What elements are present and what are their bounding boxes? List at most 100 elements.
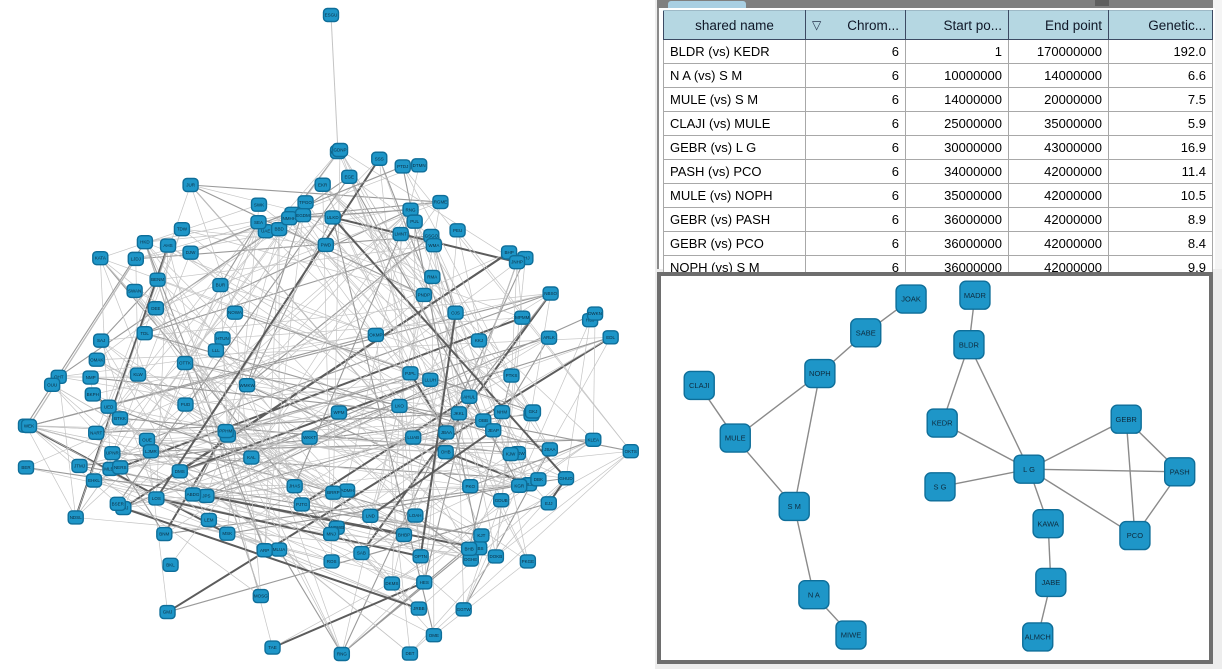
node-shape[interactable]: [149, 272, 166, 287]
edge[interactable]: [164, 293, 551, 535]
node-shape[interactable]: [510, 478, 528, 493]
table-row[interactable]: BLDR (vs) KEDR 6 1 170000000 192.0: [663, 39, 1213, 64]
node-shape[interactable]: [341, 169, 358, 184]
node-shape[interactable]: [406, 214, 423, 229]
edge[interactable]: [278, 549, 343, 655]
node-shape[interactable]: [405, 430, 422, 445]
table-cell[interactable]: 6: [805, 63, 906, 88]
network-node[interactable]: PPHM: [217, 423, 234, 439]
edge[interactable]: [100, 257, 532, 415]
edge[interactable]: [378, 158, 484, 421]
network-node[interactable]: DJW: [182, 245, 199, 260]
node-shape[interactable]: [333, 646, 351, 662]
network-node-KAWA[interactable]: KAWA: [1032, 508, 1064, 539]
network-node[interactable]: DEE: [147, 301, 165, 316]
node-shape[interactable]: [317, 237, 335, 253]
node-shape[interactable]: [184, 487, 202, 502]
network-node[interactable]: LEM: [200, 512, 218, 528]
network-node[interactable]: GDUB: [492, 493, 510, 508]
table-cell[interactable]: 10000000: [905, 63, 1009, 88]
node-shape[interactable]: [85, 473, 103, 488]
edge[interactable]: [184, 362, 447, 433]
node-shape[interactable]: [461, 389, 478, 404]
edge[interactable]: [28, 425, 550, 450]
edge[interactable]: [337, 151, 529, 562]
edge[interactable]: [301, 504, 482, 536]
node-shape[interactable]: [1164, 457, 1196, 487]
edge[interactable]: [208, 519, 435, 636]
network-node[interactable]: OKMP: [367, 327, 385, 343]
table-cell[interactable]: GEBR (vs) PASH: [663, 207, 806, 232]
node-shape[interactable]: [324, 210, 341, 225]
edge[interactable]: [119, 418, 411, 654]
node-shape[interactable]: [540, 496, 557, 511]
network-node[interactable]: UPNR: [104, 445, 121, 461]
node-shape[interactable]: [425, 237, 443, 253]
node-shape[interactable]: [485, 423, 502, 438]
network-node[interactable]: BTKK: [111, 411, 129, 426]
node-shape[interactable]: [226, 305, 244, 320]
node-shape[interactable]: [850, 318, 882, 348]
node-shape[interactable]: [147, 301, 165, 316]
edge[interactable]: [206, 411, 503, 497]
node-shape[interactable]: [250, 215, 267, 230]
edge[interactable]: [305, 202, 484, 421]
edge[interactable]: [431, 235, 480, 341]
node-shape[interactable]: [585, 432, 602, 448]
network-node-MADR[interactable]: MADR: [959, 280, 991, 310]
network-node[interactable]: NHM: [493, 404, 511, 420]
network-node[interactable]: DOKB: [487, 549, 505, 564]
node-shape[interactable]: [159, 238, 177, 253]
table-tab-remnant[interactable]: [668, 1, 746, 8]
network-node[interactable]: EKR: [314, 177, 331, 192]
network-node[interactable]: RMA: [424, 269, 441, 285]
edge[interactable]: [155, 308, 332, 562]
edge[interactable]: [219, 221, 259, 286]
node-shape[interactable]: [156, 526, 173, 542]
node-shape[interactable]: [455, 602, 472, 617]
node-shape[interactable]: [17, 460, 35, 475]
network-node[interactable]: PUD: [177, 397, 194, 412]
table-cell[interactable]: 11.4: [1108, 159, 1213, 184]
network-node[interactable]: ADMH: [338, 483, 356, 498]
network-node[interactable]: PJTG: [293, 497, 311, 512]
node-shape[interactable]: [519, 554, 537, 569]
edge[interactable]: [144, 241, 334, 493]
table-cell[interactable]: 8.9: [1108, 207, 1213, 232]
network-node[interactable]: KAL: [243, 450, 260, 465]
node-shape[interactable]: [683, 370, 715, 401]
edge[interactable]: [528, 337, 611, 485]
node-shape[interactable]: [325, 485, 342, 500]
edge[interactable]: [192, 337, 550, 495]
node-shape[interactable]: [256, 543, 273, 558]
edge[interactable]: [134, 290, 362, 554]
edge[interactable]: [391, 405, 400, 584]
node-shape[interactable]: [719, 423, 751, 453]
table-row[interactable]: MULE (vs) S M 6 14000000 20000000 7.5: [663, 87, 1213, 112]
table-cell[interactable]: 16.9: [1108, 135, 1213, 160]
edge[interactable]: [419, 312, 457, 557]
edge[interactable]: [123, 336, 611, 509]
edge[interactable]: [79, 379, 431, 467]
edge[interactable]: [25, 425, 226, 432]
network-node[interactable]: NBSO: [542, 286, 559, 301]
table-cell[interactable]: GEBR (vs) PCO: [663, 231, 806, 256]
edge[interactable]: [336, 451, 446, 528]
node-shape[interactable]: [362, 508, 379, 523]
network-node[interactable]: GKJ: [524, 404, 542, 419]
node-shape[interactable]: [111, 411, 129, 426]
scrollbar-knob[interactable]: [1095, 0, 1109, 6]
node-shape[interactable]: [493, 404, 511, 420]
node-shape[interactable]: [1119, 520, 1151, 551]
column-header-shared_name[interactable]: shared name: [663, 10, 806, 40]
table-cell[interactable]: MULE (vs) NOPH: [663, 183, 806, 208]
edge[interactable]: [215, 350, 332, 535]
table-cell[interactable]: 14000000: [905, 87, 1009, 112]
table-cell[interactable]: 35000000: [1008, 111, 1109, 136]
network-node[interactable]: JEAP: [485, 423, 502, 438]
network-node[interactable]: GDNP: [331, 142, 349, 158]
table-cell[interactable]: 14000000: [1008, 63, 1109, 88]
network-node[interactable]: TPGO: [297, 195, 314, 210]
network-node-CLAJI[interactable]: CLAJI: [683, 370, 715, 401]
table-cell[interactable]: N A (vs) S M: [663, 63, 806, 88]
